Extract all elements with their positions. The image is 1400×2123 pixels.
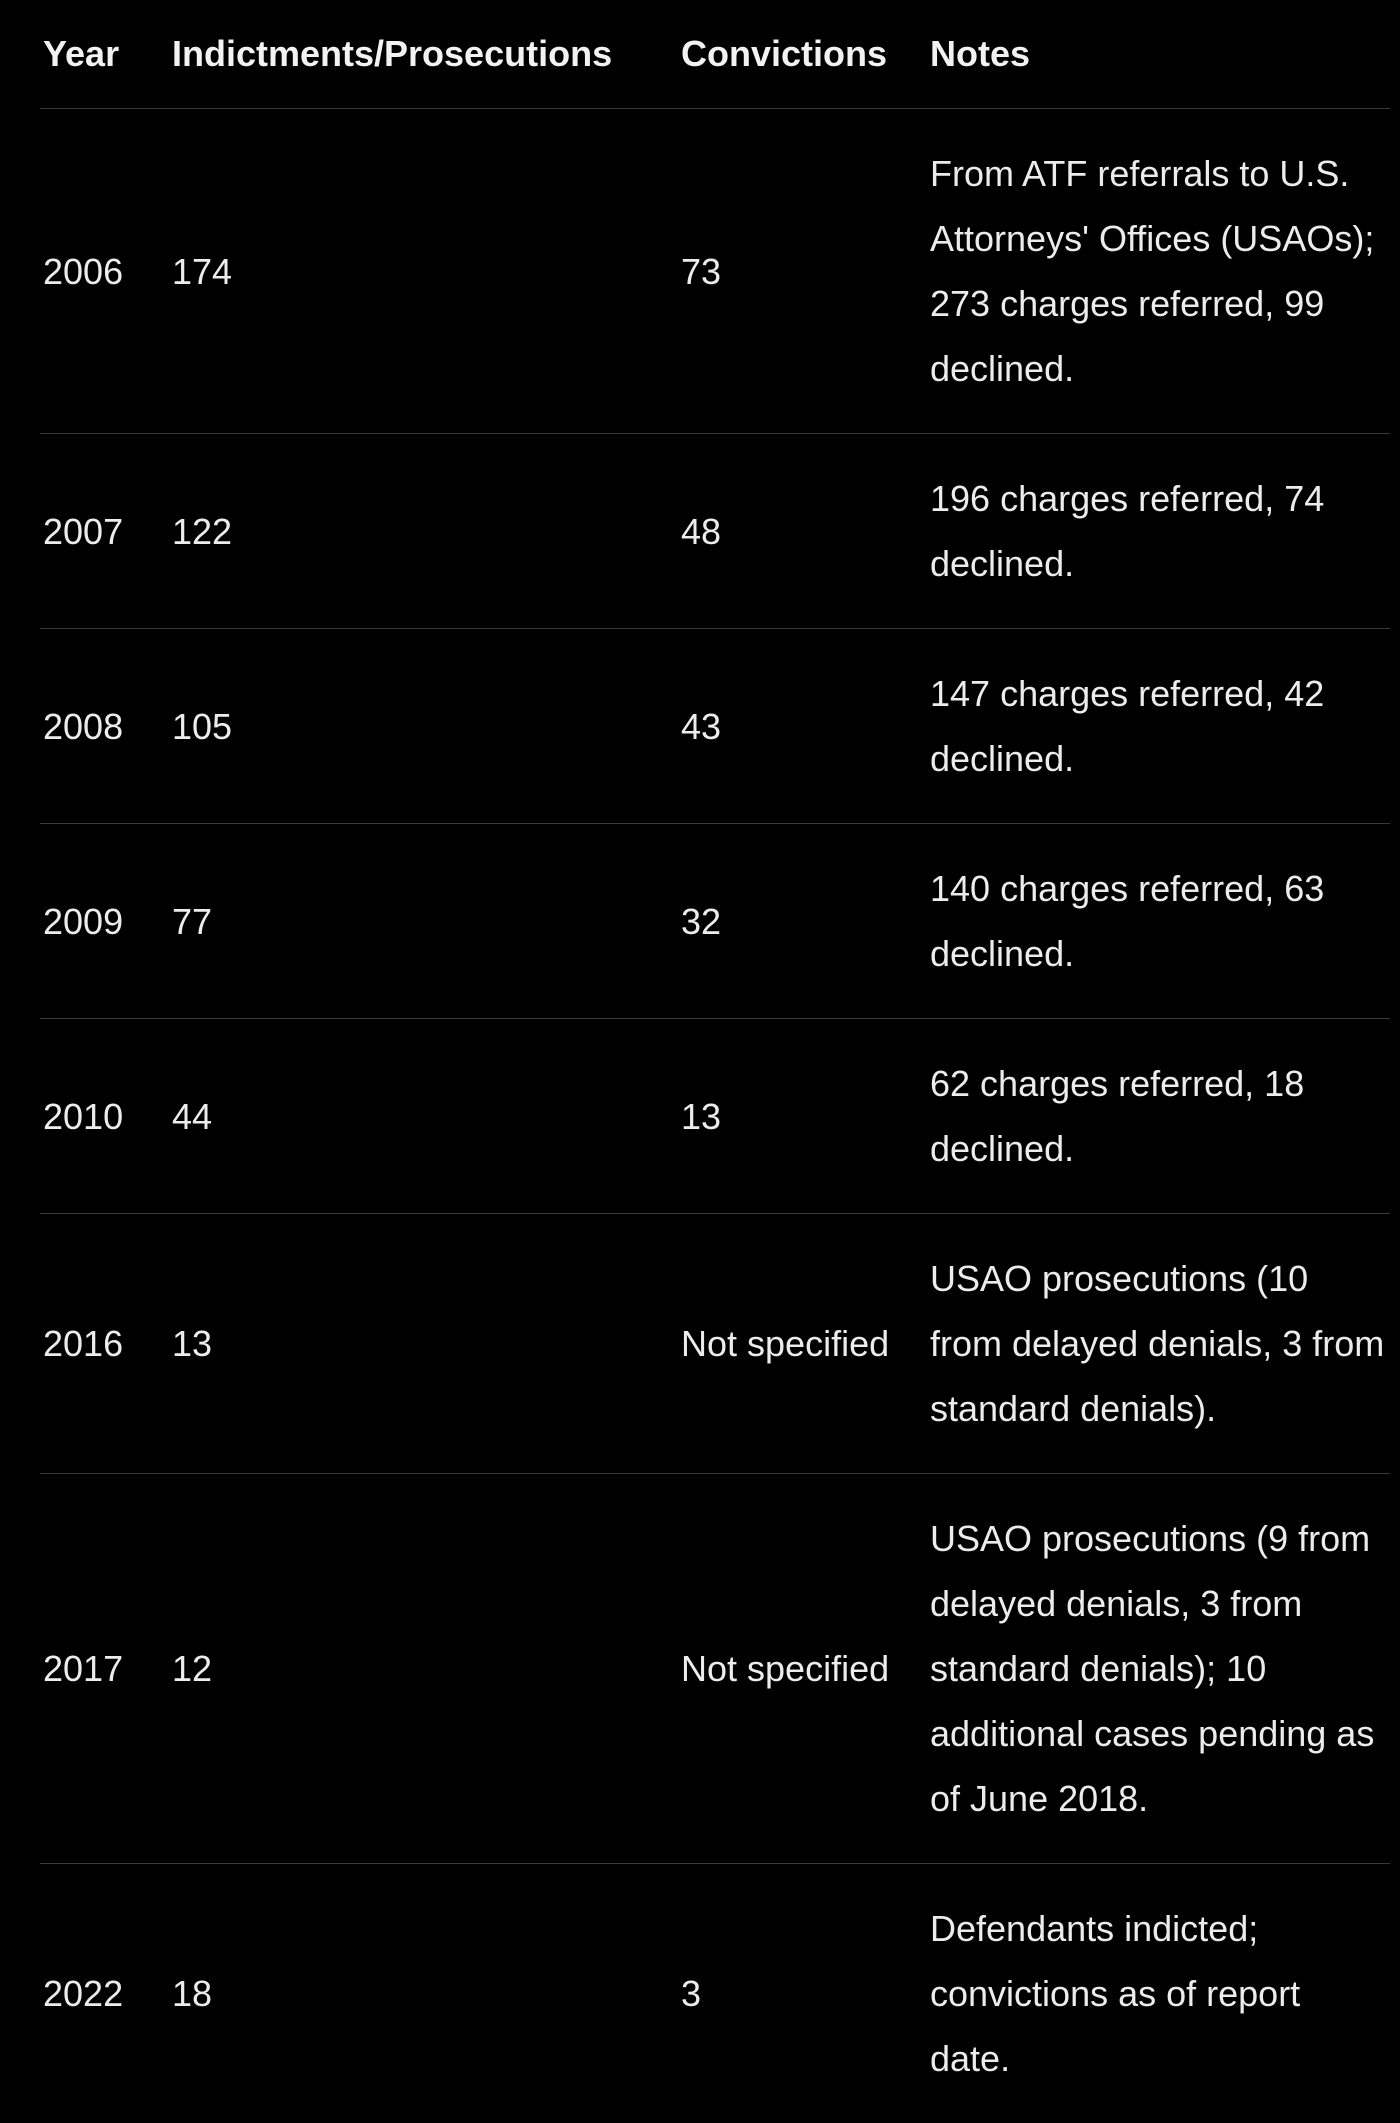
- table-row: 2017 12 Not specified USAO prosecutions …: [40, 1474, 1390, 1864]
- cell-notes: Defendants indicted; convictions as of r…: [927, 1864, 1390, 2123]
- table-row: 2010 44 13 62 charges referred, 18 decli…: [40, 1019, 1390, 1214]
- cell-notes: 196 charges referred, 74 declined.: [927, 434, 1390, 629]
- cell-notes: 147 charges referred, 42 declined.: [927, 629, 1390, 824]
- table-row: 2022 18 3 Defendants indicted; convictio…: [40, 1864, 1390, 2123]
- table-header-row: Year Indictments/Prosecutions Conviction…: [40, 0, 1390, 109]
- cell-year: 2007: [40, 434, 169, 629]
- cell-indictments: 174: [169, 109, 678, 434]
- cell-year: 2017: [40, 1474, 169, 1864]
- cell-year: 2010: [40, 1019, 169, 1214]
- data-table: Year Indictments/Prosecutions Conviction…: [40, 0, 1390, 2123]
- cell-notes: USAO prosecutions (9 from delayed denial…: [927, 1474, 1390, 1864]
- cell-indictments: 12: [169, 1474, 678, 1864]
- cell-convictions: 73: [678, 109, 927, 434]
- table-row: 2006 174 73 From ATF referrals to U.S. A…: [40, 109, 1390, 434]
- table-row: 2008 105 43 147 charges referred, 42 dec…: [40, 629, 1390, 824]
- cell-indictments: 105: [169, 629, 678, 824]
- cell-convictions: Not specified: [678, 1474, 927, 1864]
- column-header-year: Year: [40, 0, 169, 109]
- cell-year: 2008: [40, 629, 169, 824]
- cell-notes: 140 charges referred, 63 declined.: [927, 824, 1390, 1019]
- column-header-notes: Notes: [927, 0, 1390, 109]
- cell-year: 2022: [40, 1864, 169, 2123]
- cell-indictments: 77: [169, 824, 678, 1019]
- cell-notes: USAO prosecutions (10 from delayed denia…: [927, 1214, 1390, 1474]
- cell-convictions: 43: [678, 629, 927, 824]
- cell-notes: 62 charges referred, 18 declined.: [927, 1019, 1390, 1214]
- cell-indictments: 122: [169, 434, 678, 629]
- cell-year: 2009: [40, 824, 169, 1019]
- cell-convictions: 13: [678, 1019, 927, 1214]
- cell-indictments: 13: [169, 1214, 678, 1474]
- table-row: 2009 77 32 140 charges referred, 63 decl…: [40, 824, 1390, 1019]
- column-header-convictions: Convictions: [678, 0, 927, 109]
- cell-year: 2016: [40, 1214, 169, 1474]
- cell-year: 2006: [40, 109, 169, 434]
- cell-convictions: 48: [678, 434, 927, 629]
- column-header-indictments: Indictments/Prosecutions: [169, 0, 678, 109]
- cell-indictments: 18: [169, 1864, 678, 2123]
- cell-convictions: Not specified: [678, 1214, 927, 1474]
- table-row: 2007 122 48 196 charges referred, 74 dec…: [40, 434, 1390, 629]
- cell-convictions: 32: [678, 824, 927, 1019]
- table-row: 2016 13 Not specified USAO prosecutions …: [40, 1214, 1390, 1474]
- cell-indictments: 44: [169, 1019, 678, 1214]
- cell-convictions: 3: [678, 1864, 927, 2123]
- data-table-container: Year Indictments/Prosecutions Conviction…: [40, 0, 1390, 2123]
- cell-notes: From ATF referrals to U.S. Attorneys' Of…: [927, 109, 1390, 434]
